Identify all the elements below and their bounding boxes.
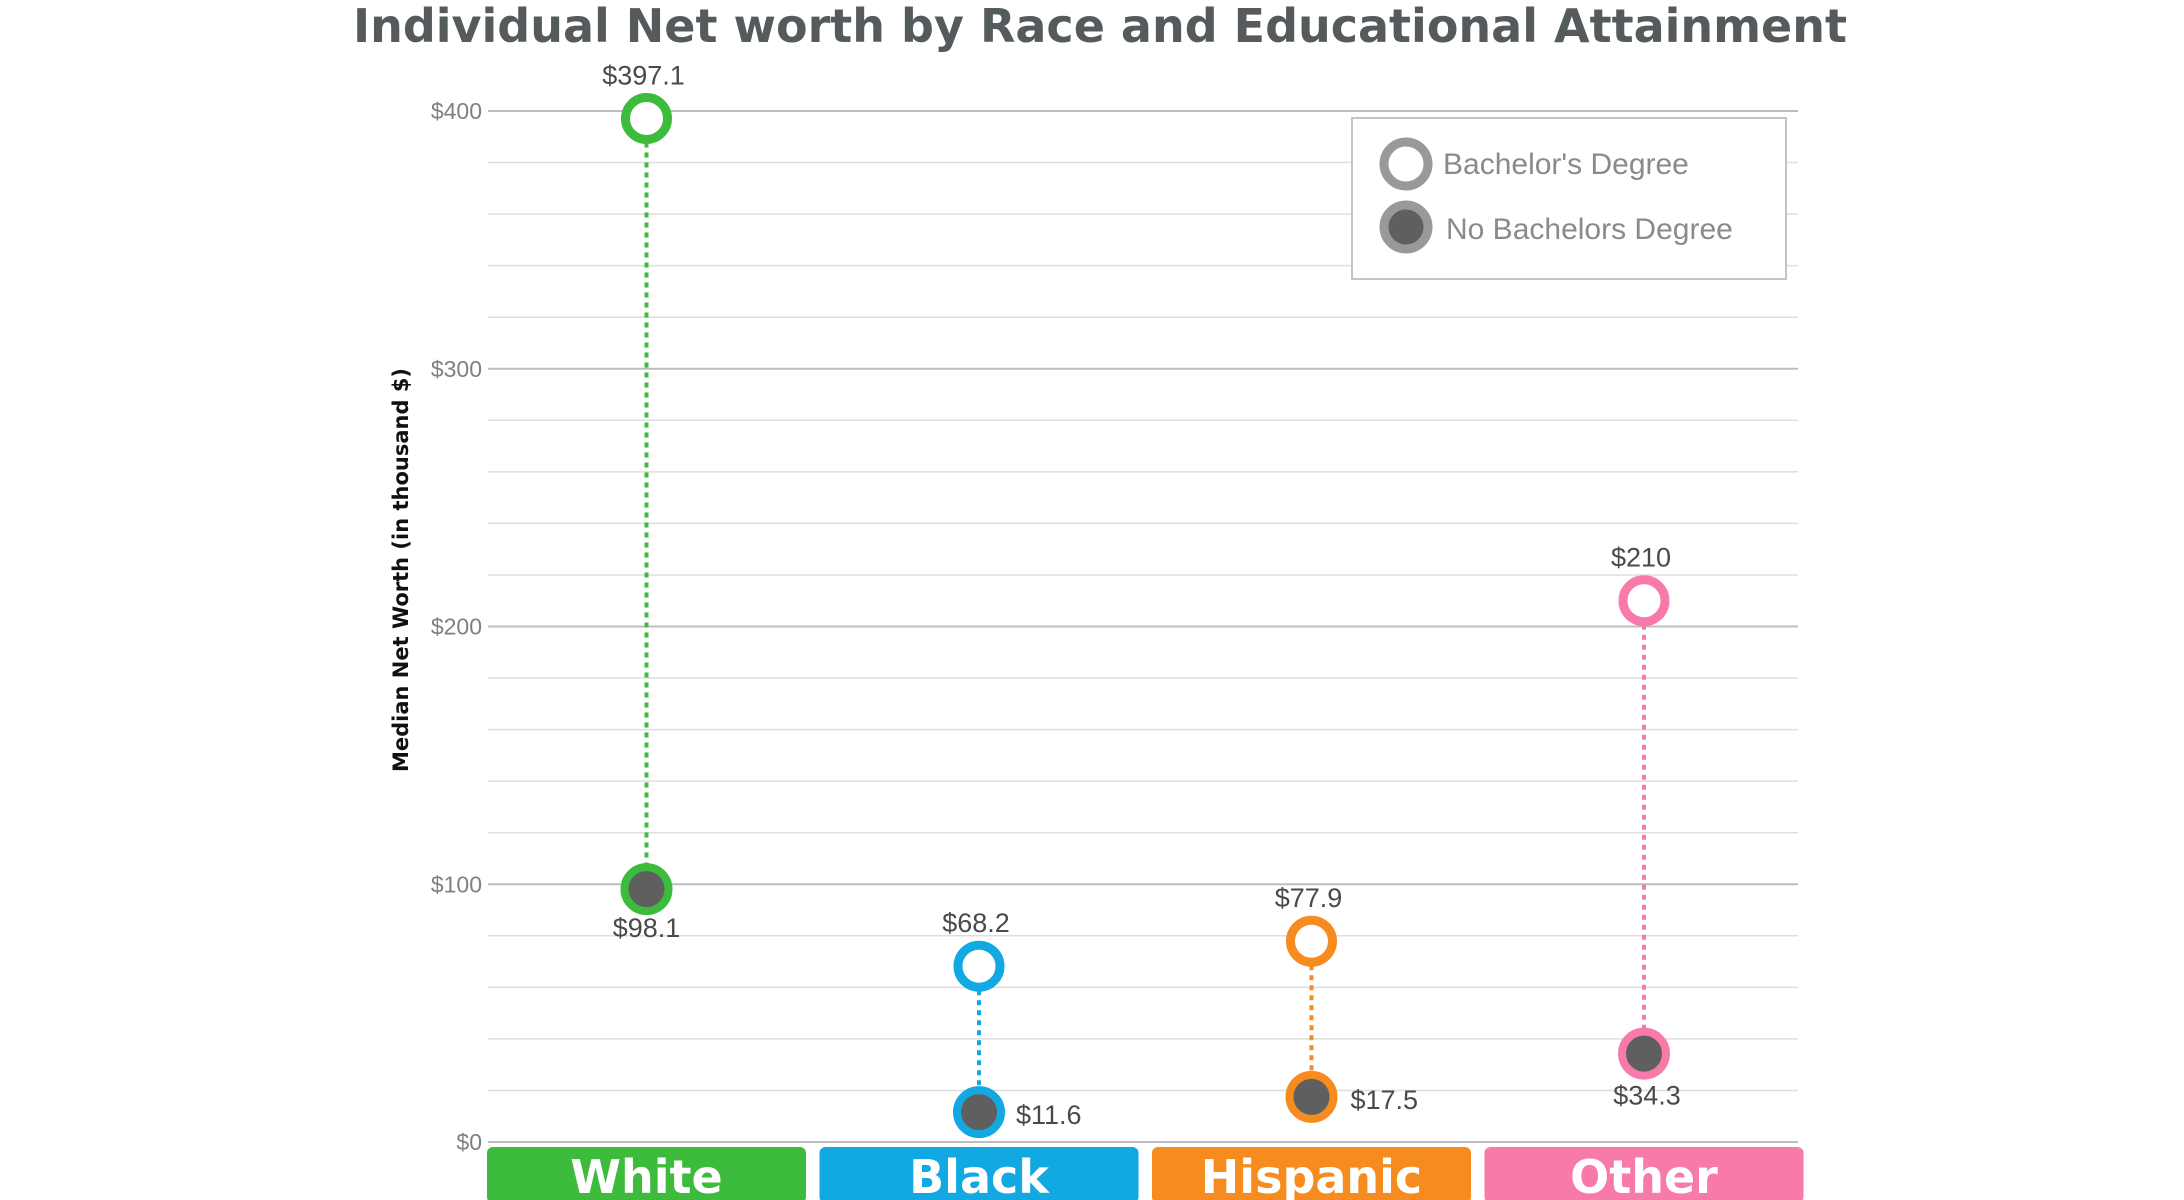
- y-tick-label: $400: [431, 98, 482, 124]
- y-tick-label: $300: [431, 356, 482, 382]
- point-bachelors-black: [953, 940, 1005, 992]
- y-axis-ticks: $0 $100 $200 $300 $400: [431, 98, 482, 1155]
- y-tick-label: $200: [431, 614, 482, 640]
- data-label-no-bachelors: $11.6: [1016, 1100, 1082, 1130]
- data-label-no-bachelors: $98.1: [613, 913, 681, 943]
- category-box-hispanic: [1152, 1147, 1471, 1200]
- data-label-no-bachelors: $34.3: [1613, 1081, 1681, 1111]
- data-label-bachelors: $397.1: [602, 60, 685, 90]
- legend-marker-no-bachelors: [1379, 200, 1433, 254]
- point-no-bachelors-hispanic: [1285, 1070, 1338, 1123]
- point-no-bachelors-other: [1618, 1027, 1670, 1080]
- category-box-black: [819, 1147, 1139, 1200]
- grid: [488, 110, 1798, 1143]
- point-no-bachelors-white: [620, 863, 673, 916]
- point-bachelors-hispanic: [1286, 915, 1337, 967]
- data-label-no-bachelors: $17.5: [1351, 1085, 1419, 1115]
- category-label-other: Other: [1570, 1150, 1718, 1200]
- data-label-bachelors: $77.9: [1275, 883, 1343, 913]
- data-label-bachelors: $68.2: [942, 908, 1010, 938]
- category-box-other: [1484, 1147, 1804, 1200]
- point-bachelors-other: [1618, 575, 1670, 627]
- chart-title: Individual Net worth by Race and Educati…: [353, 0, 1847, 53]
- y-tick-label: $100: [431, 871, 482, 897]
- plot-area: $397.1 $98.1 $68.2 $11.6 $77.9 $17.5 $210 $34.3: [602, 60, 1681, 1139]
- legend-label-no-bachelors: No Bachelors Degree: [1446, 213, 1733, 246]
- legend-box: [1351, 117, 1787, 280]
- category-label-black: Black: [909, 1150, 1050, 1200]
- category-box-white: [487, 1147, 806, 1200]
- point-no-bachelors-black: [953, 1086, 1005, 1139]
- legend: Bachelor's Degree No Bachelors Degree: [1351, 117, 1787, 280]
- legend-marker-bachelors: [1379, 137, 1433, 191]
- category-axis: White Black Hispanic Other: [487, 1147, 1804, 1200]
- y-tick-label: $0: [456, 1129, 482, 1155]
- category-label-hispanic: Hispanic: [1201, 1150, 1422, 1200]
- data-label-bachelors: $210: [1611, 543, 1671, 573]
- category-label-white: White: [570, 1150, 722, 1200]
- point-bachelors-white: [621, 92, 672, 144]
- legend-label-bachelors: Bachelor's Degree: [1443, 148, 1689, 181]
- y-axis-label: Median Net Worth (in thousand $): [389, 368, 413, 772]
